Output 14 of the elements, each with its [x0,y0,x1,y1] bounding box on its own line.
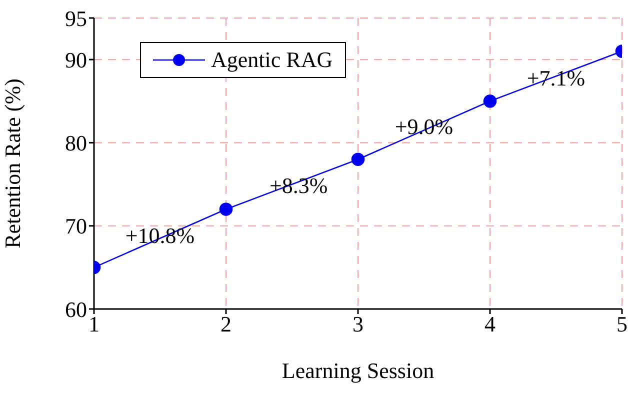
y-tick-label: 60 [65,296,87,322]
y-tick-label: 80 [65,130,87,156]
x-tick-label: 2 [220,312,232,337]
x-tick-label: 5 [616,312,628,337]
x-axis-title: Learning Session [282,358,434,383]
y-axis-title: Retention Rate (%) [0,78,25,248]
x-tick-label: 3 [352,312,364,337]
y-tick-label: 95 [65,6,87,31]
x-tick-label: 1 [88,312,100,337]
legend-label: Agentic RAG [211,47,333,73]
y-tick-label: 70 [65,214,87,239]
y-tick-label: 90 [65,47,87,72]
point [351,152,365,166]
x-tick-label: 4 [484,312,496,337]
